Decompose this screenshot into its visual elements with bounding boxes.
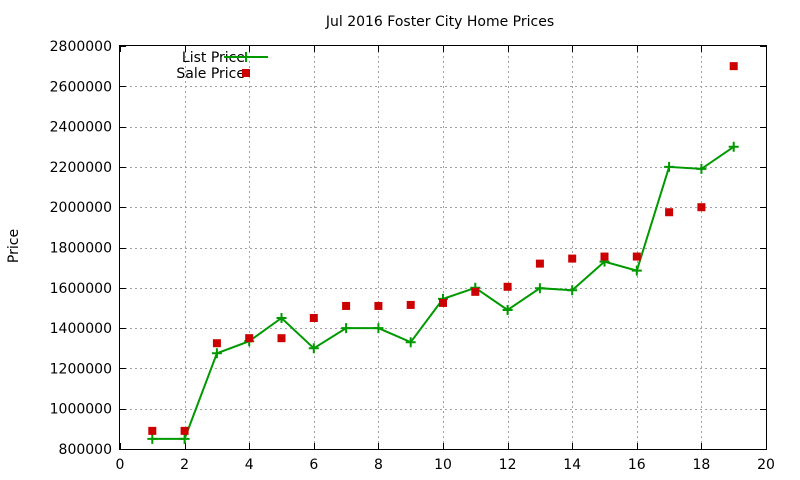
y-tick-label: 2200000 xyxy=(50,160,112,176)
y-tick-label: 1200000 xyxy=(50,361,112,377)
y-tick-label: 2400000 xyxy=(50,120,112,136)
list-price-point xyxy=(534,283,545,294)
list-price-point xyxy=(664,161,675,172)
sale-price-point xyxy=(374,301,383,310)
y-tick-label: 1600000 xyxy=(50,281,112,297)
x-tick-label: 6 xyxy=(309,457,318,473)
list-price-point xyxy=(341,323,352,334)
chart-title: Jul 2016 Foster City Home Prices xyxy=(325,14,554,30)
sale-price-point xyxy=(245,334,254,343)
sale-price-point xyxy=(568,254,577,263)
x-tick-label: 2 xyxy=(180,457,189,473)
legend-plus-swatch xyxy=(241,52,251,62)
list-price-point xyxy=(567,285,578,296)
sale-price-point xyxy=(632,252,641,261)
y-tick-label: 2000000 xyxy=(50,200,112,216)
x-tick-label: 8 xyxy=(374,457,383,473)
sale-price-point xyxy=(406,300,415,309)
grid-lines xyxy=(120,46,766,449)
list-price-point xyxy=(179,433,190,444)
sale-price-point xyxy=(535,259,544,268)
x-tick-label: 10 xyxy=(434,457,452,473)
list-price-point xyxy=(211,348,222,359)
x-tick-label: 18 xyxy=(692,457,710,473)
x-tick-label: 0 xyxy=(116,457,125,473)
list-price-point xyxy=(631,265,642,276)
y-tick-label: 1800000 xyxy=(50,241,112,257)
sale-price-point xyxy=(277,334,286,343)
sale-price-point xyxy=(342,301,351,310)
x-tick-label: 12 xyxy=(499,457,517,473)
sale-price-point xyxy=(148,426,157,435)
y-tick-label: 2800000 xyxy=(50,39,112,55)
axis-ticks: 0 2 4 6 8 10 12 14 16 18 20 800000 1000000 1200000 140… xyxy=(50,39,775,473)
y-tick-label: 1000000 xyxy=(50,402,112,418)
sale-price-point xyxy=(309,314,318,323)
sale-price-point xyxy=(180,426,189,435)
sale-price-point xyxy=(503,282,512,291)
list-price-point xyxy=(696,163,707,174)
x-tick-label: 14 xyxy=(563,457,581,473)
sale-price-point xyxy=(665,208,674,217)
list-price-point xyxy=(308,343,319,354)
x-tick-label: 4 xyxy=(245,457,254,473)
y-tick-label: 2600000 xyxy=(50,79,112,95)
plot-frame xyxy=(119,45,767,450)
legend-label: Sale Price xyxy=(176,66,245,82)
series-layer xyxy=(147,62,739,444)
sale-price-point xyxy=(729,62,738,71)
sale-price-point xyxy=(471,287,480,296)
sale-price-point xyxy=(212,339,221,348)
sale-price-point xyxy=(697,203,706,212)
list-price-point xyxy=(405,337,416,348)
list-price-point xyxy=(147,433,158,444)
x-tick-label: 20 xyxy=(757,457,775,473)
list-price-point xyxy=(728,141,739,152)
y-tick-label: 800000 xyxy=(59,442,112,458)
list-price-point xyxy=(276,313,287,324)
x-tick-label: 16 xyxy=(628,457,646,473)
sale-price-point xyxy=(439,298,447,307)
legend-square-swatch xyxy=(242,69,250,77)
y-axis-label: Price xyxy=(6,229,22,263)
sale-price-point xyxy=(600,252,609,261)
legend-label: List Price xyxy=(182,50,245,66)
list-price-point xyxy=(373,323,384,334)
y-tick-label: 1400000 xyxy=(50,321,112,337)
list-price-point xyxy=(502,304,513,315)
